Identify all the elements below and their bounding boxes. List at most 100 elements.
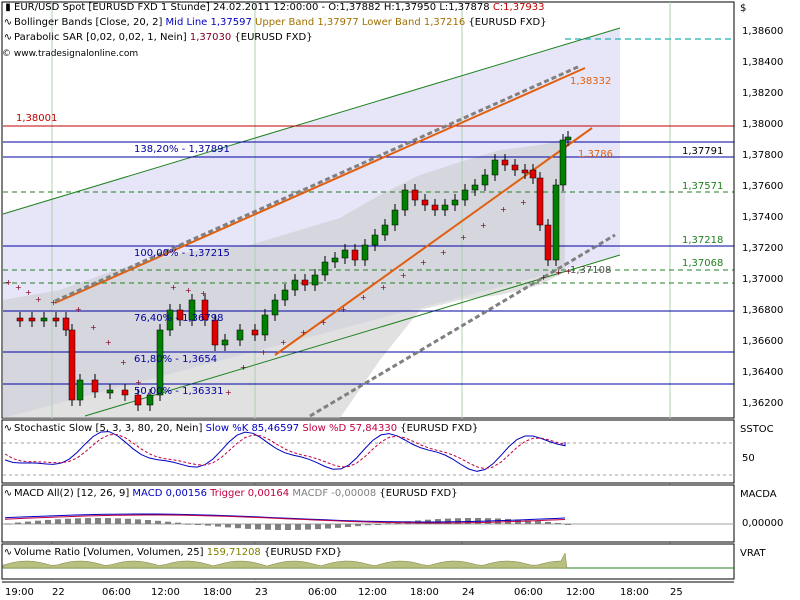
close-value: C:1,37933 [492, 2, 545, 13]
legend-stochastic: ∿ Stochastic Slow [5, 3, 3, 80, 20, Nein]… [2, 423, 479, 435]
sar-marker: + [5, 278, 12, 287]
macd-bar [315, 524, 321, 530]
time-tick: 12:00 [151, 587, 180, 598]
orange-3786-label: 1,3786 [578, 149, 613, 160]
channel-lower-line [84, 254, 621, 417]
price-tick: 1,37200 [742, 243, 784, 254]
legend-sar: ∿ Parabolic SAR [0,02, 0,02, 1, Nein] 1,3… [2, 32, 313, 44]
macd-bar [385, 523, 391, 525]
macd-bar [285, 524, 291, 530]
candle-body [536, 177, 544, 226]
orange-trend-upper [54, 67, 586, 304]
candle-body [201, 299, 209, 321]
macd-bar [205, 524, 211, 526]
price-tick: 1,37400 [742, 212, 784, 223]
candle-body [341, 249, 349, 259]
candle-body [371, 234, 379, 246]
macd-bar [275, 524, 281, 530]
macd-bar [55, 519, 61, 524]
price-tick: 1,36600 [742, 336, 784, 347]
sar-marker: + [500, 205, 507, 214]
candle-body [552, 184, 560, 261]
candle-icon: ▮ [5, 2, 11, 13]
sar-marker: + [225, 388, 232, 397]
macd-bar [115, 518, 121, 524]
candle-body [68, 329, 76, 401]
time-tick: 06:00 [308, 587, 337, 598]
sar-marker: + [360, 293, 367, 302]
legend-macd: ∿ MACD All(2) [12, 26, 9] MACD 0,00156 Tr… [2, 488, 458, 500]
volume-ratio-area [2, 552, 568, 569]
fib-138-label: 138,20% - 1,37891 [134, 144, 230, 155]
candle-body [559, 139, 567, 186]
price-tick: 1,38400 [742, 57, 784, 68]
stoch-label: Stochastic Slow [5, 3, 3, 80, 20, Nein] [14, 423, 203, 434]
sar-marker: + [400, 271, 407, 280]
sar-symbol: {EURUSD FXD} [234, 32, 313, 43]
price-tick: 1,38000 [742, 119, 784, 130]
price-tick: 1,36200 [742, 398, 784, 409]
level-37068-label: 1,37068 [682, 258, 724, 269]
sar-marker: + [340, 305, 347, 314]
wave-icon: ∿ [3, 32, 13, 43]
stoch-d-label: Slow %D 57,84330 [302, 423, 398, 434]
sar-marker: + [25, 288, 32, 297]
time-tick: 24 [462, 587, 475, 598]
channel-upper-line [2, 27, 621, 215]
macd-bar [145, 520, 151, 524]
candle-body [401, 189, 409, 211]
macd-bar [555, 522, 561, 524]
macd-bar [355, 524, 361, 527]
candle-body [311, 274, 319, 286]
price-tick: 1,37800 [742, 150, 784, 161]
candle-body [16, 317, 24, 322]
candle-body [261, 314, 269, 336]
sar-marker: + [480, 221, 487, 230]
level-37571-label: 1,37571 [682, 181, 724, 192]
price-tick: 1,36400 [742, 367, 784, 378]
macd-tick: 0,00000 [742, 518, 784, 529]
candle-body [146, 394, 154, 406]
main-title: EUR/USD Spot [EURUSD FXD 1 Stunde] 24.02… [14, 2, 490, 13]
volume-value: 159,71208 [206, 547, 261, 558]
legend-main: ▮ EUR/USD Spot [EURUSD FXD 1 Stunde] 24.0… [2, 2, 545, 14]
macd-bar [365, 524, 371, 526]
bollinger-label: Bollinger Bands [Close, 20, 2] [14, 17, 163, 28]
sar-marker: + [105, 338, 112, 347]
website: © www.tradesignalonline.com [2, 49, 139, 59]
grey-trend-lower [309, 233, 616, 418]
vertical-grid [51, 2, 671, 580]
sar-marker: + [280, 338, 287, 347]
sar-marker: + [520, 198, 527, 207]
level-37791-label: 1,37791 [682, 146, 724, 157]
candle-body [544, 224, 552, 261]
stochastic-k-line [4, 431, 566, 472]
candle-body [481, 174, 489, 186]
sar-marker: + [50, 298, 57, 307]
candle-body [351, 249, 359, 261]
candle-body [431, 204, 439, 211]
candle-body [321, 261, 329, 276]
macd-trigger-line [4, 514, 566, 524]
parabolic-sar: + + + + + + + + + + + + + + + + + + + + + + + + + + + + + + + + [5, 198, 572, 397]
sar-marker: + [320, 318, 327, 327]
candle-body [271, 299, 279, 316]
time-tick: 18:00 [410, 587, 439, 598]
stoch-k-label: Slow %K 85,46597 [205, 423, 300, 434]
candle-body [236, 329, 244, 341]
red-level-label: 1,38001 [16, 113, 58, 124]
macd-bar [465, 518, 471, 524]
macd-bar [265, 524, 271, 530]
macd-bar [525, 520, 531, 524]
price-tick: 1,37600 [742, 181, 784, 192]
time-tick: 06:00 [514, 587, 543, 598]
time-tick: 25 [670, 587, 683, 598]
price-tick: 1,38600 [742, 26, 784, 37]
sar-marker: + [460, 233, 467, 242]
time-tick: 06:00 [102, 587, 131, 598]
sar-value: 1,37030 [189, 32, 232, 43]
macd-bar [95, 518, 101, 524]
legend-volume: ∿ Volume Ratio [Volumen, Volumen, 25] 159… [2, 547, 342, 559]
bollinger-lower: Lower Band 1,37216 [361, 17, 466, 28]
